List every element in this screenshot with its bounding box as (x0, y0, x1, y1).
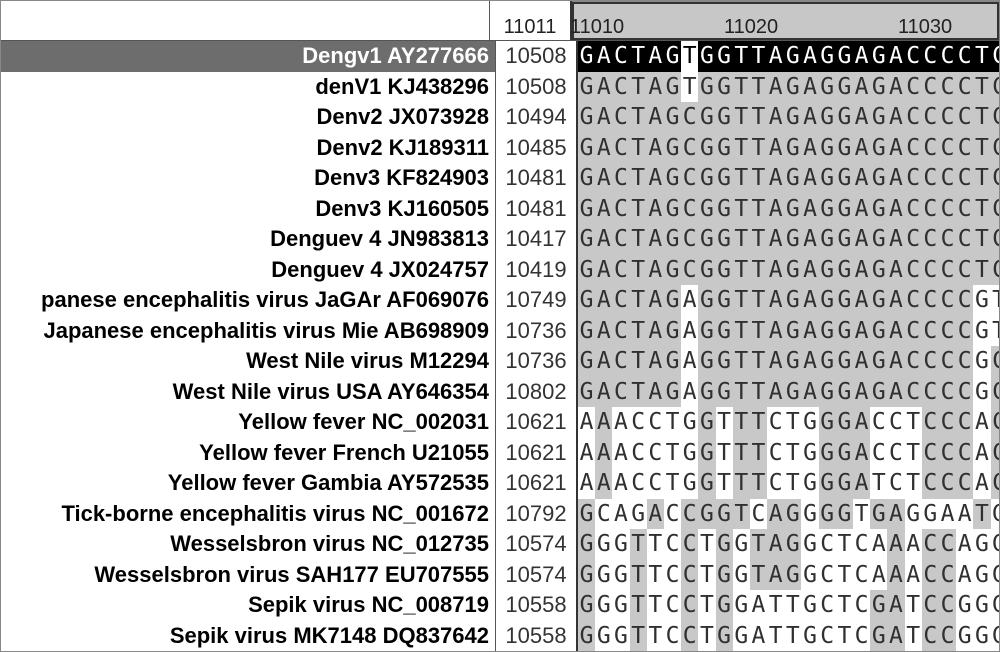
header-current-position: 11011 (490, 1, 572, 40)
sequence-bases[interactable]: AAACCTGGTTTCTGGGATCTCCCACC (578, 468, 1000, 499)
sequence-position: 10481 (496, 194, 578, 225)
alignment-row[interactable]: Japanese encephalitis virus Mie AB698909… (1, 316, 999, 347)
alignment-row[interactable]: Denv3 KJ16050510481GACTAGCGGTTAGAGGAGACC… (1, 194, 999, 225)
alignment-row[interactable]: Denv2 KJ18931110485GACTAGCGGTTAGAGGAGACC… (1, 133, 999, 164)
sequence-name[interactable]: Sepik virus MK7148 DQ837642 (1, 621, 496, 652)
sequence-position: 10749 (496, 285, 578, 316)
sequence-name[interactable]: Denguev 4 JX024757 (1, 255, 496, 286)
ruler-tick-label: 11010 (570, 16, 624, 39)
header-row: 11011 11010 11020 11030 (1, 1, 999, 41)
alignment-row[interactable]: panese encephalitis virus JaGAr AF069076… (1, 285, 999, 316)
sequence-bases[interactable]: GACTAGAGGTTAGAGGAGACCCCGCG (578, 377, 1000, 408)
alignment-row[interactable]: Wesselsbron virus SAH177 EU70755510574GG… (1, 560, 999, 591)
sequence-name[interactable]: Sepik virus NC_008719 (1, 590, 496, 621)
sequence-name[interactable]: Wesselsbron virus NC_012735 (1, 529, 496, 560)
sequence-name[interactable]: Denv2 JX073928 (1, 102, 496, 133)
sequence-bases[interactable]: GGGTTCCTGGTAGGCTCAAACCAGGG (578, 529, 1000, 560)
sequence-name[interactable]: Denv3 KF824903 (1, 163, 496, 194)
sequence-name[interactable]: Yellow fever Gambia AY572535 (1, 468, 496, 499)
sequence-name[interactable]: Denguev 4 JN983813 (1, 224, 496, 255)
sequence-bases[interactable]: GACTAGCGGTTAGAGGAGACCCCTCC (578, 194, 1000, 225)
header-name-col (1, 1, 490, 40)
alignment-row[interactable]: Denguev 4 JX02475710419GACTAGCGGTTAGAGGA… (1, 255, 999, 286)
alignment-row[interactable]: West Nile virus M1229410736GACTAGAGGTTAG… (1, 346, 999, 377)
sequence-bases[interactable]: GACTAGCGGTTAGAGGAGACCCCTCC (578, 102, 1000, 133)
sequence-name[interactable]: Dengv1 AY277666 (1, 41, 496, 72)
alignment-row[interactable]: Yellow fever NC_00203110621AAACCTGGTTTCT… (1, 407, 999, 438)
alignment-row[interactable]: denV1 KJ43829610508GACTAGTGGTTAGAGGAGACC… (1, 72, 999, 103)
sequence-position: 10494 (496, 102, 578, 133)
sequence-name[interactable]: Tick-borne encephalitis virus NC_001672 (1, 499, 496, 530)
sequence-position: 10558 (496, 590, 578, 621)
alignment-row[interactable]: Yellow fever Gambia AY57253510621AAACCTG… (1, 468, 999, 499)
sequence-bases[interactable]: GGGTTCCTGGATTGCTCGATCCGGGG (578, 621, 1000, 652)
sequence-bases[interactable]: GACTAGCGGTTAGAGGAGACCCCTCC (578, 163, 1000, 194)
sequence-position: 10417 (496, 224, 578, 255)
sequence-position: 10485 (496, 133, 578, 164)
sequence-bases[interactable]: GACTAGCGGTTAGAGGAGACCCCTCC (578, 224, 1000, 255)
alignment-row[interactable]: Sepik virus MK7148 DQ83764210558GGGTTCCT… (1, 621, 999, 652)
sequence-bases[interactable]: GACTAGTGGTTAGAGGAGACCCCTCC (578, 41, 1000, 72)
sequence-bases[interactable]: GACTAGTGGTTAGAGGAGACCCCTCC (578, 72, 1000, 103)
sequence-position: 10736 (496, 316, 578, 347)
alignment-row[interactable]: Denv3 KF82490310481GACTAGCGGTTAGAGGAGACC… (1, 163, 999, 194)
sequence-bases[interactable]: GGGTTCCTGGTAGGCTCAAACCAGGG (578, 560, 1000, 591)
alignment-row[interactable]: Yellow fever French U2105510621AAACCTGGT… (1, 438, 999, 469)
alignment-row[interactable]: Denguev 4 JN98381310417GACTAGCGGTTAGAGGA… (1, 224, 999, 255)
sequence-position: 10792 (496, 499, 578, 530)
ruler-tick-label: 11020 (724, 16, 778, 39)
sequence-name[interactable]: panese encephalitis virus JaGAr AF069076 (1, 285, 496, 316)
sequence-bases[interactable]: GACTAGCGGTTAGAGGAGACCCCTCC (578, 255, 1000, 286)
sequence-name[interactable]: West Nile virus M12294 (1, 346, 496, 377)
sequence-name[interactable]: denV1 KJ438296 (1, 72, 496, 103)
sequence-position: 10621 (496, 407, 578, 438)
sequence-position: 10419 (496, 255, 578, 286)
sequence-position: 10508 (496, 72, 578, 103)
alignment-row[interactable]: Dengv1 AY27766610508GACTAGTGGTTAGAGGAGAC… (1, 41, 999, 72)
alignment-row[interactable]: Sepik virus NC_00871910558GGGTTCCTGGATTG… (1, 590, 999, 621)
sequence-position: 10508 (496, 41, 578, 72)
sequence-position: 10574 (496, 529, 578, 560)
sequence-name[interactable]: Japanese encephalitis virus Mie AB698909 (1, 316, 496, 347)
header-ruler[interactable]: 11010 11020 11030 (572, 1, 999, 40)
sequence-position: 10481 (496, 163, 578, 194)
sequence-position: 10621 (496, 468, 578, 499)
sequence-bases[interactable]: GACTAGCGGTTAGAGGAGACCCCTCC (578, 133, 1000, 164)
alignment-row[interactable]: West Nile virus USA AY64635410802GACTAGA… (1, 377, 999, 408)
sequence-position: 10558 (496, 621, 578, 652)
sequence-name[interactable]: Wesselsbron virus SAH177 EU707555 (1, 560, 496, 591)
sequence-name[interactable]: Denv2 KJ189311 (1, 133, 496, 164)
sequence-name[interactable]: West Nile virus USA AY646354 (1, 377, 496, 408)
sequence-position: 10621 (496, 438, 578, 469)
sequence-bases[interactable]: GACTAGAGGTTAGAGGAGACCCCGTG (578, 316, 1000, 347)
sequence-bases[interactable]: AAACCTGGTTTCTGGGACCTCCCACC (578, 438, 1000, 469)
ruler-tick-label: 11030 (898, 16, 952, 39)
sequence-name[interactable]: Yellow fever French U21055 (1, 438, 496, 469)
alignment-row[interactable]: Wesselsbron virus NC_01273510574GGGTTCCT… (1, 529, 999, 560)
alignment-row[interactable]: Tick-borne encephalitis virus NC_0016721… (1, 499, 999, 530)
sequence-bases[interactable]: GCAGACCGGTCAGGGGTGAGGAATGC (578, 499, 1000, 530)
sequence-name[interactable]: Denv3 KJ160505 (1, 194, 496, 225)
alignment-rows: Dengv1 AY27766610508GACTAGTGGTTAGAGGAGAC… (1, 41, 999, 651)
sequence-position: 10802 (496, 377, 578, 408)
sequence-bases[interactable]: GACTAGAGGTTAGAGGAGACCCCGTG (578, 285, 1000, 316)
sequence-bases[interactable]: AAACCTGGTTTCTGGGACCTCCCACC (578, 407, 1000, 438)
sequence-bases[interactable]: GACTAGAGGTTAGAGGAGACCCCGCG (578, 346, 1000, 377)
alignment-row[interactable]: Denv2 JX07392810494GACTAGCGGTTAGAGGAGACC… (1, 102, 999, 133)
sequence-bases[interactable]: GGGTTCCTGGATTGCTCGATCCGGGG (578, 590, 1000, 621)
alignment-viewer: 11011 110101102011030 Dengv1 AY277666105… (0, 0, 1000, 652)
sequence-position: 10574 (496, 560, 578, 591)
sequence-name[interactable]: Yellow fever NC_002031 (1, 407, 496, 438)
sequence-position: 10736 (496, 346, 578, 377)
